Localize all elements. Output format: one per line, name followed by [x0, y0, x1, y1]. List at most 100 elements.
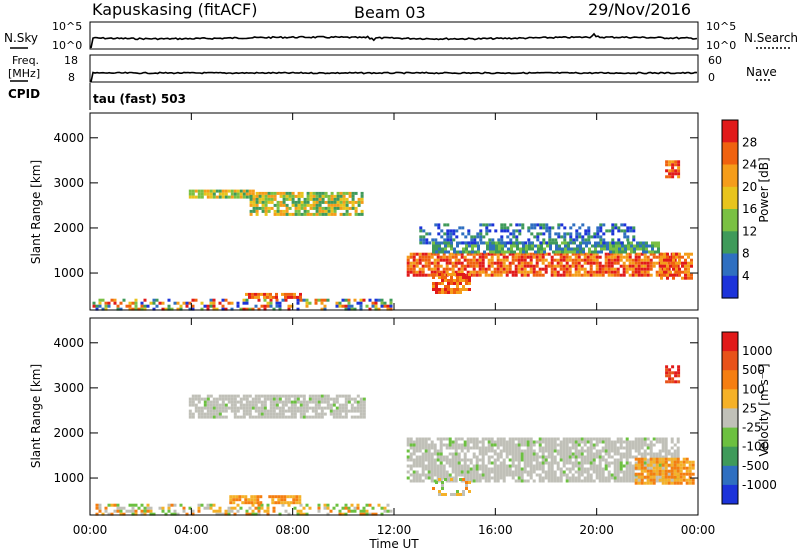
data-cell-3 — [667, 473, 671, 477]
data-cell-0 — [227, 301, 231, 305]
data-cell-5 — [661, 469, 665, 473]
data-cell-5 — [640, 472, 644, 476]
data-cell-0 — [230, 506, 234, 510]
data-cell-0 — [131, 301, 135, 305]
data-cell-3 — [568, 470, 572, 474]
data-cell-2 — [302, 412, 306, 416]
data-cell-3 — [601, 476, 605, 480]
data-cell-2 — [320, 409, 324, 413]
data-cell-2 — [356, 415, 360, 419]
data-cell-6 — [677, 371, 681, 375]
data-cell-2 — [248, 409, 252, 413]
data-cell-3 — [622, 470, 626, 474]
data-cell-4 — [520, 261, 524, 265]
data-cell-5 — [555, 250, 558, 254]
data-cell-3 — [336, 197, 340, 201]
data-cell-0 — [293, 506, 297, 510]
data-cell-3 — [562, 458, 566, 462]
data-cell-3 — [475, 461, 479, 465]
data-cell-3 — [505, 446, 509, 450]
data-cell-3 — [643, 464, 647, 468]
data-cell-0 — [218, 506, 222, 510]
data-cell-3 — [538, 476, 542, 480]
data-cell-4 — [568, 273, 572, 277]
data-cell-4 — [436, 270, 440, 274]
colorbar-swatch — [722, 389, 738, 409]
data-cell-0 — [185, 304, 189, 308]
data-cell-2 — [233, 394, 237, 398]
data-cell-7 — [450, 291, 453, 294]
data-cell-4 — [628, 264, 632, 268]
data-cell-4 — [439, 270, 443, 274]
data-cell-3 — [568, 467, 572, 471]
data-cell-4 — [535, 252, 539, 256]
data-cell-4 — [637, 261, 641, 265]
data-cell-5 — [612, 247, 615, 251]
data-cell-8 — [669, 270, 672, 274]
data-cell-4 — [589, 255, 593, 259]
data-cell-2 — [221, 400, 225, 404]
data-cell-0 — [305, 512, 309, 516]
data-cell-3 — [589, 479, 593, 483]
data-cell-3 — [454, 458, 458, 462]
data-cell-5 — [679, 460, 683, 464]
data-cell-2 — [257, 400, 261, 404]
data-cell-2 — [311, 409, 315, 413]
data-cell-1 — [275, 295, 278, 299]
data-cell-2 — [353, 397, 357, 401]
data-cell-4 — [640, 267, 644, 271]
data-cell-3 — [496, 446, 500, 450]
data-cell-5 — [636, 241, 639, 245]
data-cell-3 — [303, 197, 307, 201]
data-cell-3 — [472, 470, 476, 474]
data-cell-4 — [523, 273, 527, 277]
data-cell-3 — [508, 446, 512, 450]
data-cell-5 — [664, 457, 668, 461]
data-cell-4 — [526, 255, 530, 259]
data-cell-3 — [463, 470, 467, 474]
data-cell-5 — [609, 250, 612, 254]
data-cell-2 — [290, 400, 294, 404]
data-cell-2 — [194, 195, 198, 199]
data-cell-8 — [660, 264, 663, 268]
data-cell-3 — [472, 476, 476, 480]
data-cell-3 — [628, 446, 632, 450]
data-cell-4 — [586, 258, 590, 262]
data-cell-4 — [430, 252, 434, 256]
data-cell-5 — [513, 244, 516, 248]
data-cell-2 — [272, 400, 276, 404]
data-cell-5 — [655, 466, 659, 470]
data-cell-3 — [628, 464, 632, 468]
data-cell-5 — [450, 244, 453, 248]
data-cell-2 — [281, 400, 285, 404]
data-cell-0 — [308, 506, 312, 510]
data-cell-3 — [577, 476, 581, 480]
data-cell-3 — [538, 446, 542, 450]
data-cell-5 — [609, 241, 612, 245]
data-cell-2 — [212, 409, 216, 413]
data-cell-3 — [511, 461, 515, 465]
data-cell-0 — [251, 503, 255, 507]
data-cell-3 — [613, 473, 617, 477]
data-cell-5 — [676, 463, 680, 467]
data-cell-4 — [565, 273, 569, 277]
data-cell-5 — [570, 250, 573, 254]
data-cell-2 — [275, 406, 279, 410]
data-cell-3 — [288, 197, 292, 201]
data-cell-6 — [677, 368, 681, 372]
data-cell-2 — [293, 403, 297, 407]
data-cell-4 — [487, 252, 491, 256]
data-cell-4 — [646, 255, 650, 259]
data-cell-0 — [140, 307, 144, 311]
data-cell-3 — [523, 464, 527, 468]
data-cell-6 — [611, 241, 615, 245]
data-cell-3 — [430, 443, 434, 447]
data-cell-5 — [552, 250, 555, 254]
data-cell-4 — [565, 252, 569, 256]
data-cell-0 — [365, 304, 369, 308]
data-cell-3 — [315, 203, 319, 207]
data-cell-4 — [442, 255, 446, 259]
data-cell-3 — [457, 455, 461, 459]
data-cell-3 — [339, 197, 343, 201]
data-cell-3 — [427, 452, 431, 456]
